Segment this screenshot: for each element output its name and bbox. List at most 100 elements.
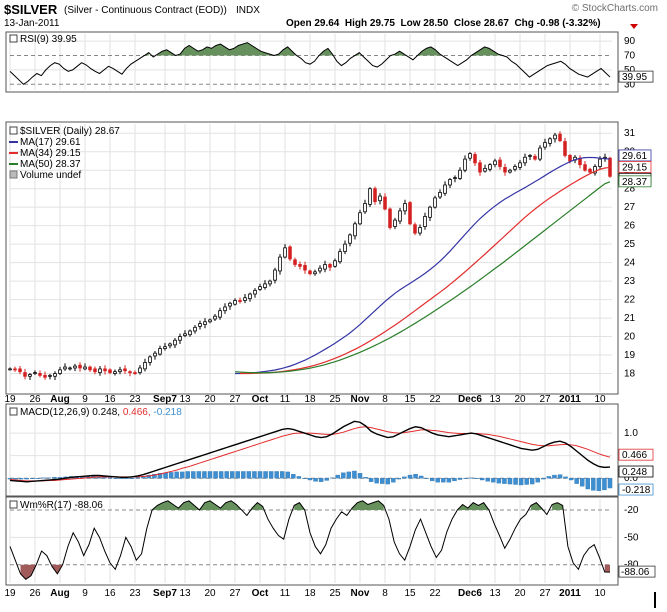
x-axis-label: Aug <box>50 394 69 405</box>
candle-body <box>298 264 302 267</box>
price-last-value-box <box>618 149 652 162</box>
macd-histogram-bar <box>318 478 324 482</box>
williams-tick-label: -50 <box>624 532 639 543</box>
x-axis-label-bottom: 8 <box>382 588 388 599</box>
price-tick-label: 28 <box>624 184 636 195</box>
macd-histogram-bar <box>507 478 513 485</box>
x-axis-label-bottom: 13 <box>179 588 191 599</box>
candle-body <box>393 219 397 227</box>
macd-histogram-bar <box>585 478 590 490</box>
macd-histogram-bar <box>535 478 540 483</box>
macd-histogram-bar <box>268 471 274 479</box>
macd-histogram-bar <box>557 474 563 479</box>
rsi-overbought-fill <box>471 46 503 56</box>
macd-last-value-box <box>618 448 654 461</box>
candle-body <box>198 323 202 327</box>
macd-histogram-bar <box>491 478 496 483</box>
x-axis-label-bottom: 25 <box>329 588 341 599</box>
macd-histogram-bar <box>152 473 157 479</box>
candle-body <box>588 168 592 173</box>
candle-body <box>193 326 197 332</box>
macd-histogram-bar <box>502 478 507 484</box>
candle-body <box>143 362 147 370</box>
macd-histogram-bar <box>430 478 435 482</box>
candle-body <box>533 155 537 160</box>
rsi-tick-label: 30 <box>624 79 636 90</box>
macd-histogram-bar <box>374 478 379 484</box>
candle-body <box>128 371 132 374</box>
candle-body <box>453 177 457 180</box>
rsi-tick-label: 90 <box>624 36 636 47</box>
macd-histogram-bar <box>35 478 40 479</box>
candle-body <box>558 133 562 142</box>
x-axis-label-bottom: Dec6 <box>458 588 482 599</box>
candle-body <box>458 169 462 179</box>
macd-histogram-bar <box>302 478 307 479</box>
candle-body <box>328 264 332 268</box>
x-axis-label-bottom: 18 <box>304 588 316 599</box>
x-axis-label-bottom: 13 <box>489 588 501 599</box>
macd-histogram-bar <box>407 474 413 479</box>
macd-histogram-bar <box>513 478 518 485</box>
candle-body <box>103 368 107 372</box>
macd-histogram-bar <box>202 471 207 479</box>
macd-last-value: 0.248 <box>622 467 647 478</box>
macd-histogram-bar <box>224 471 229 479</box>
candle-body <box>593 166 597 174</box>
symbol-description: (Silver - Continuous Contract (EOD)) <box>64 5 227 16</box>
x-axis-label: 26 <box>29 394 41 405</box>
candle-body <box>183 333 187 337</box>
macd-last-value-box <box>618 483 654 496</box>
rsi-line <box>9 42 611 85</box>
candle-body <box>523 156 527 164</box>
macd-histogram-bar <box>296 476 302 479</box>
macd-histogram-bar <box>496 478 502 484</box>
candle-body <box>278 256 282 272</box>
x-axis-label: 22 <box>429 394 441 405</box>
x-axis-label: 20 <box>514 394 526 405</box>
macd-histogram-bar <box>324 478 329 481</box>
macd-histogram-bar <box>341 472 346 479</box>
x-axis-label-bottom: 23 <box>129 588 141 599</box>
x-axis-label: 8 <box>382 394 388 405</box>
symbol: $SILVER <box>4 2 58 17</box>
macd-histogram-bar <box>452 478 457 482</box>
macd-histogram-bar <box>346 471 352 479</box>
x-axis-label: 13 <box>489 394 501 405</box>
macd-histogram-bar <box>157 473 163 479</box>
macd-histogram-bar <box>213 471 218 479</box>
price-tick-label: 23 <box>624 276 636 287</box>
macd-histogram-bar <box>463 478 468 479</box>
candle-body <box>38 373 42 376</box>
macd-histogram-bar <box>285 471 290 479</box>
candle-body <box>498 159 502 167</box>
macd-histogram-bar <box>313 478 318 482</box>
macd-histogram-bar <box>380 478 385 484</box>
x-axis-label: Nov <box>351 394 370 405</box>
price-last-value: 28.37 <box>622 177 647 188</box>
candle-body <box>123 368 127 372</box>
williams-legend: Wm%R(17) -88.06 <box>20 500 103 511</box>
x-axis-label: 15 <box>404 394 416 405</box>
candle-body <box>303 264 307 271</box>
macd-histogram-bar <box>591 478 596 491</box>
macd-histogram-bar <box>602 478 607 491</box>
candle-body <box>68 367 72 370</box>
candle-body <box>233 300 237 305</box>
candle-body <box>148 356 152 363</box>
macd-histogram-bar <box>13 478 18 480</box>
macd-histogram-bar <box>563 476 568 479</box>
candle-body <box>568 155 572 162</box>
candle-body <box>308 270 312 275</box>
rsi-legend: RSI(9) 39.95 <box>20 34 77 45</box>
x-axis-label: 25 <box>329 394 341 405</box>
candle-body <box>448 179 452 186</box>
macd-histogram-bar <box>246 471 252 479</box>
x-axis-label: Dec6 <box>458 394 482 405</box>
macd-histogram-bar <box>546 476 552 479</box>
candle-body <box>323 264 327 270</box>
williams-line <box>9 500 611 581</box>
candle-body <box>548 138 552 144</box>
macd-histogram-bar <box>118 478 124 479</box>
macd-histogram-bar <box>280 471 285 479</box>
